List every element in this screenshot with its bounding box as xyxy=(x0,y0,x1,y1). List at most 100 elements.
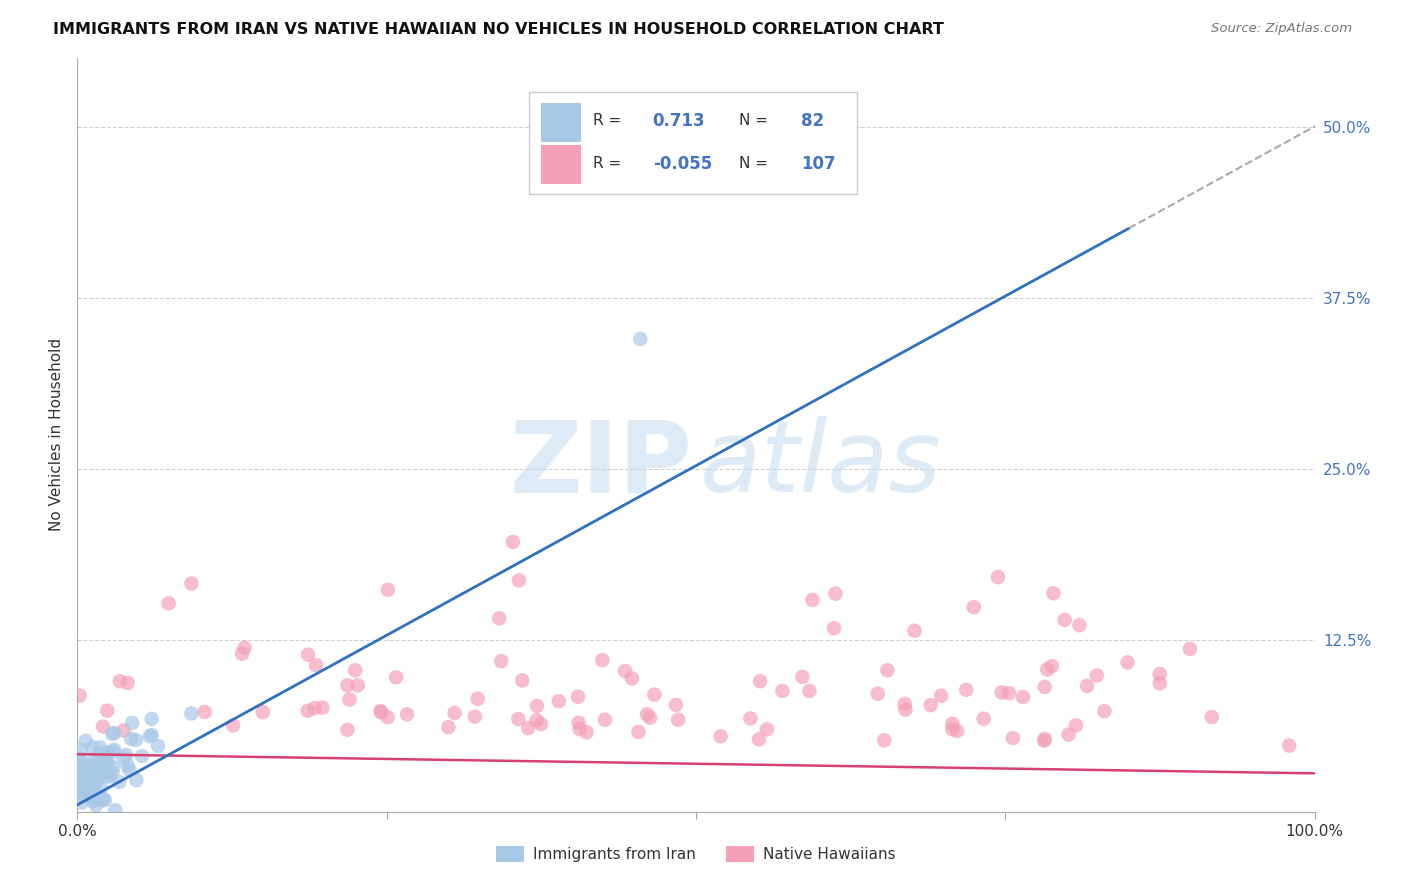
Text: Source: ZipAtlas.com: Source: ZipAtlas.com xyxy=(1212,22,1353,36)
Immigrants from Iran xyxy=(82,740,104,755)
Immigrants from Iran xyxy=(72,786,94,800)
Native Hawaiians xyxy=(593,713,616,727)
Text: 0.713: 0.713 xyxy=(652,112,706,129)
Immigrants from Iran xyxy=(91,762,114,776)
Native Hawaiians xyxy=(510,673,533,688)
Immigrants from Iran xyxy=(70,784,93,798)
Native Hawaiians xyxy=(194,705,217,719)
Immigrants from Iran xyxy=(125,733,148,747)
Native Hawaiians xyxy=(502,535,524,549)
Immigrants from Iran xyxy=(98,769,121,783)
Native Hawaiians xyxy=(575,725,598,739)
Native Hawaiians xyxy=(941,716,963,731)
Native Hawaiians xyxy=(1033,731,1056,746)
Native Hawaiians xyxy=(297,704,319,718)
Native Hawaiians xyxy=(385,670,408,684)
Immigrants from Iran xyxy=(72,784,94,798)
Immigrants from Iran xyxy=(96,765,118,780)
Native Hawaiians xyxy=(346,678,368,692)
Native Hawaiians xyxy=(96,704,118,718)
Immigrants from Iran xyxy=(90,781,112,796)
Immigrants from Iran xyxy=(84,798,107,813)
Native Hawaiians xyxy=(665,698,688,712)
Native Hawaiians xyxy=(112,723,135,738)
Native Hawaiians xyxy=(1064,718,1087,732)
Native Hawaiians xyxy=(824,587,846,601)
Native Hawaiians xyxy=(489,654,512,668)
Immigrants from Iran xyxy=(97,746,120,760)
Immigrants from Iran xyxy=(146,739,169,753)
Immigrants from Iran xyxy=(90,790,112,805)
Text: N =: N = xyxy=(740,156,768,171)
Native Hawaiians xyxy=(748,732,770,747)
Native Hawaiians xyxy=(305,658,328,673)
Immigrants from Iran xyxy=(86,772,108,787)
Native Hawaiians xyxy=(568,715,591,730)
Native Hawaiians xyxy=(749,674,772,689)
Native Hawaiians xyxy=(467,691,489,706)
Native Hawaiians xyxy=(636,707,658,722)
Immigrants from Iran xyxy=(94,749,117,764)
Immigrants from Iran xyxy=(91,792,114,806)
Immigrants from Iran xyxy=(75,774,97,789)
Native Hawaiians xyxy=(998,686,1021,700)
Native Hawaiians xyxy=(740,711,762,725)
Immigrants from Iran xyxy=(83,779,105,793)
Native Hawaiians xyxy=(157,596,180,610)
Native Hawaiians xyxy=(488,611,510,625)
Immigrants from Iran xyxy=(125,773,148,788)
Native Hawaiians xyxy=(1201,710,1223,724)
Immigrants from Iran xyxy=(121,715,143,730)
Native Hawaiians xyxy=(799,684,821,698)
Native Hawaiians xyxy=(1012,690,1035,704)
Native Hawaiians xyxy=(1033,733,1056,747)
Immigrants from Iran xyxy=(108,775,131,789)
Immigrants from Iran xyxy=(103,761,125,775)
Immigrants from Iran xyxy=(101,765,124,780)
Immigrants from Iran xyxy=(77,788,100,802)
Native Hawaiians xyxy=(508,712,530,726)
Text: N =: N = xyxy=(740,113,768,128)
Native Hawaiians xyxy=(252,705,274,719)
Immigrants from Iran xyxy=(69,772,91,786)
Native Hawaiians xyxy=(517,721,540,735)
Native Hawaiians xyxy=(508,574,530,588)
Immigrants from Iran xyxy=(82,794,104,808)
Native Hawaiians xyxy=(823,621,845,635)
Native Hawaiians xyxy=(1069,618,1091,632)
Native Hawaiians xyxy=(755,723,778,737)
FancyBboxPatch shape xyxy=(541,103,581,143)
Native Hawaiians xyxy=(377,710,399,724)
Native Hawaiians xyxy=(1042,586,1064,600)
Immigrants from Iran xyxy=(70,796,93,810)
Immigrants from Iran xyxy=(82,772,104,786)
Native Hawaiians xyxy=(526,713,548,727)
Immigrants from Iran xyxy=(84,772,107,787)
Immigrants from Iran xyxy=(75,764,97,778)
Native Hawaiians xyxy=(530,717,553,731)
Text: 82: 82 xyxy=(801,112,824,129)
Immigrants from Iran xyxy=(70,743,93,757)
Native Hawaiians xyxy=(614,664,637,678)
Immigrants from Iran xyxy=(67,782,90,797)
Native Hawaiians xyxy=(91,720,114,734)
Native Hawaiians xyxy=(866,687,889,701)
Immigrants from Iran xyxy=(70,788,93,802)
Immigrants from Iran xyxy=(97,755,120,769)
Immigrants from Iran xyxy=(120,731,142,746)
Immigrants from Iran xyxy=(139,729,162,743)
Immigrants from Iran xyxy=(80,767,103,781)
Immigrants from Iran xyxy=(112,751,135,765)
Text: ZIP: ZIP xyxy=(509,417,692,514)
Immigrants from Iran xyxy=(141,728,163,742)
Native Hawaiians xyxy=(873,733,896,747)
Y-axis label: No Vehicles in Household: No Vehicles in Household xyxy=(49,338,65,532)
Immigrants from Iran xyxy=(180,706,202,721)
Native Hawaiians xyxy=(568,722,591,736)
Immigrants from Iran xyxy=(67,770,90,784)
Native Hawaiians xyxy=(792,670,814,684)
Native Hawaiians xyxy=(770,684,793,698)
Native Hawaiians xyxy=(336,723,359,737)
Native Hawaiians xyxy=(69,689,91,703)
Native Hawaiians xyxy=(304,701,326,715)
